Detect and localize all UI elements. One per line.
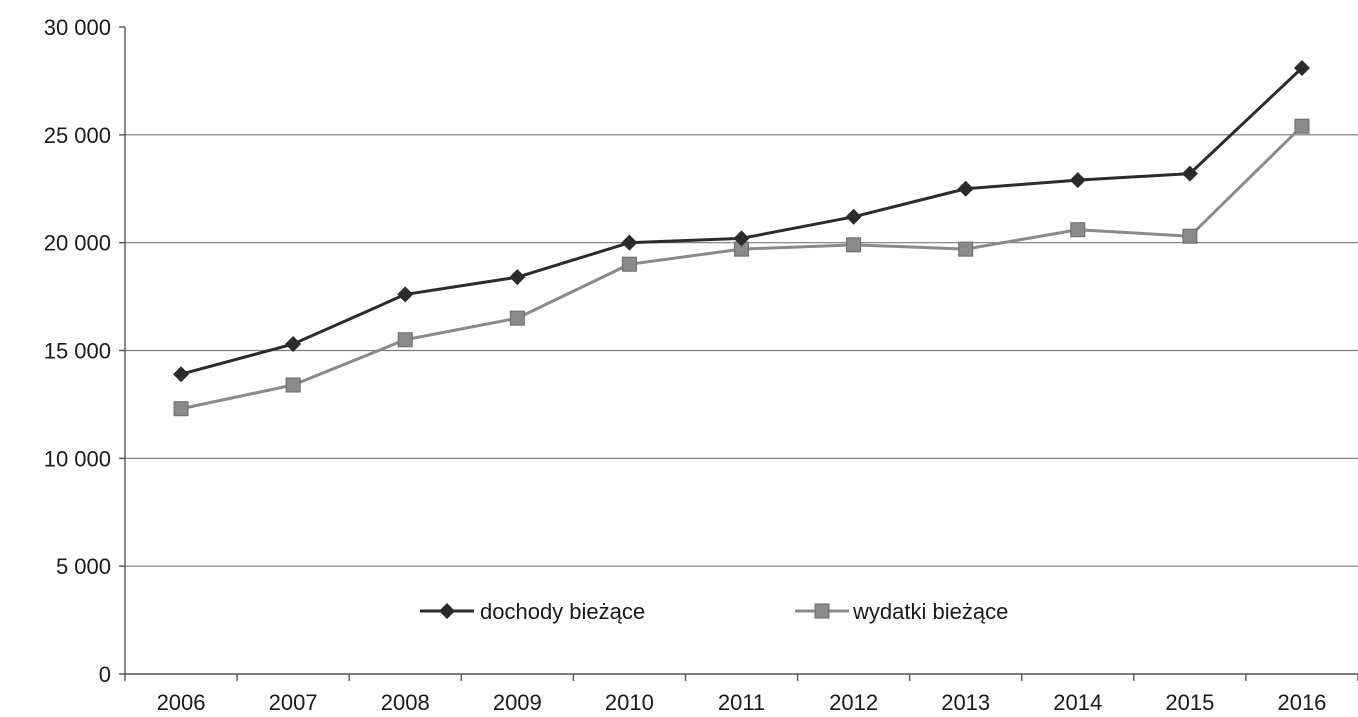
data-point-diamond bbox=[621, 234, 638, 251]
y-tick-label: 25 000 bbox=[44, 123, 111, 148]
y-tick-label: 5 000 bbox=[56, 554, 111, 579]
y-tick-label: 20 000 bbox=[44, 231, 111, 256]
data-point-diamond bbox=[397, 286, 414, 303]
legend: dochody bieżące wydatki bieżące bbox=[420, 599, 1008, 624]
x-tick-label: 2011 bbox=[718, 690, 765, 715]
data-point-square bbox=[958, 241, 974, 257]
data-point-square bbox=[1182, 228, 1198, 244]
data-point-square bbox=[173, 401, 189, 417]
data-point-diamond bbox=[845, 208, 862, 225]
data-point-diamond bbox=[957, 180, 974, 197]
y-tick-label: 10 000 bbox=[44, 446, 111, 471]
data-point-square bbox=[285, 377, 301, 393]
series bbox=[173, 59, 1310, 417]
data-point-diamond bbox=[173, 366, 190, 383]
data-point-diamond bbox=[509, 269, 526, 286]
data-point-diamond bbox=[1293, 59, 1310, 76]
x-tick-label: 2008 bbox=[381, 690, 430, 715]
x-tick-label: 2015 bbox=[1165, 690, 1214, 715]
legend-square-marker bbox=[814, 603, 830, 619]
data-point-diamond bbox=[1181, 165, 1198, 182]
data-point-diamond bbox=[285, 336, 302, 353]
gridlines bbox=[125, 134, 1358, 567]
x-axis-tick-labels: 2006 2007 2008 2009 2010 2011 2012 2013 2014 2015… bbox=[157, 690, 1327, 715]
data-point-square bbox=[1070, 222, 1086, 238]
x-tick-label: 2010 bbox=[605, 690, 654, 715]
data-point-diamond bbox=[1069, 172, 1086, 189]
x-tick-label: 2006 bbox=[157, 690, 206, 715]
y-tick-label: 30 000 bbox=[44, 15, 111, 40]
legend-label-dochody: dochody bieżące bbox=[480, 599, 645, 624]
y-axis-tick-labels: 0 5 000 10 000 15 000 20 000 25 000 30 000 bbox=[44, 15, 111, 687]
legend-label-wydatki: wydatki bieżące bbox=[852, 599, 1008, 624]
data-point-square bbox=[621, 256, 637, 272]
x-tick-label: 2014 bbox=[1053, 690, 1102, 715]
x-tick-label: 2012 bbox=[829, 690, 878, 715]
legend-entry-dochody: dochody bieżące bbox=[420, 599, 645, 624]
legend-diamond-marker bbox=[439, 603, 455, 619]
y-tick-label: 15 000 bbox=[44, 339, 111, 364]
axes bbox=[119, 26, 1358, 681]
legend-entry-wydatki: wydatki bieżące bbox=[795, 599, 1008, 624]
series-line bbox=[180, 66, 1303, 376]
series-1 bbox=[173, 118, 1310, 417]
series-line bbox=[180, 125, 1304, 411]
x-tick-label: 2013 bbox=[941, 690, 990, 715]
data-point-square bbox=[397, 332, 413, 348]
series-0 bbox=[173, 59, 1310, 383]
x-tick-label: 2009 bbox=[493, 690, 542, 715]
data-point-square bbox=[1294, 118, 1310, 134]
data-point-diamond bbox=[733, 230, 750, 247]
data-point-square bbox=[509, 310, 525, 326]
y-tick-label: 0 bbox=[99, 662, 111, 687]
x-tick-label: 2016 bbox=[1277, 690, 1326, 715]
data-point-square bbox=[846, 237, 862, 253]
x-tick-label: 2007 bbox=[269, 690, 318, 715]
